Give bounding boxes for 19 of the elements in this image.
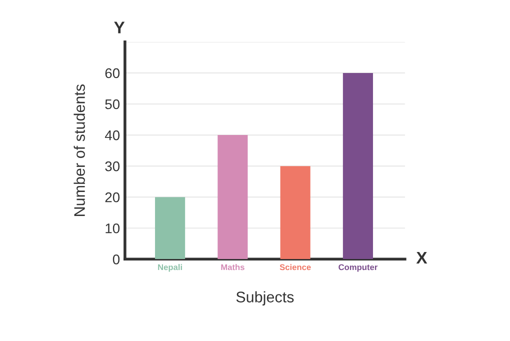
x-tick-label: Maths [221, 264, 244, 270]
y-tick-label: 10 [106, 223, 120, 234]
text: Y [114, 22, 125, 34]
bar [342, 72, 373, 260]
y-tick-label: 60 [105, 68, 120, 78]
x-tick-label: Computer [338, 264, 378, 272]
x-tick-label: Nepali [158, 264, 182, 272]
bar [155, 197, 186, 260]
y-tick-label: 0 [112, 254, 120, 264]
bar [218, 135, 248, 260]
y-tick-label: 50 [105, 99, 120, 110]
bar [280, 166, 310, 260]
x-tick-label: Science [280, 264, 311, 270]
x-axis-title: Subjects [236, 291, 294, 306]
text: X [416, 252, 428, 264]
y-tick-label: 30 [105, 161, 120, 172]
y-axis-title: Number of students [74, 84, 85, 216]
y-tick-label: 40 [104, 130, 120, 140]
y-tick-label: 20 [105, 192, 120, 202]
